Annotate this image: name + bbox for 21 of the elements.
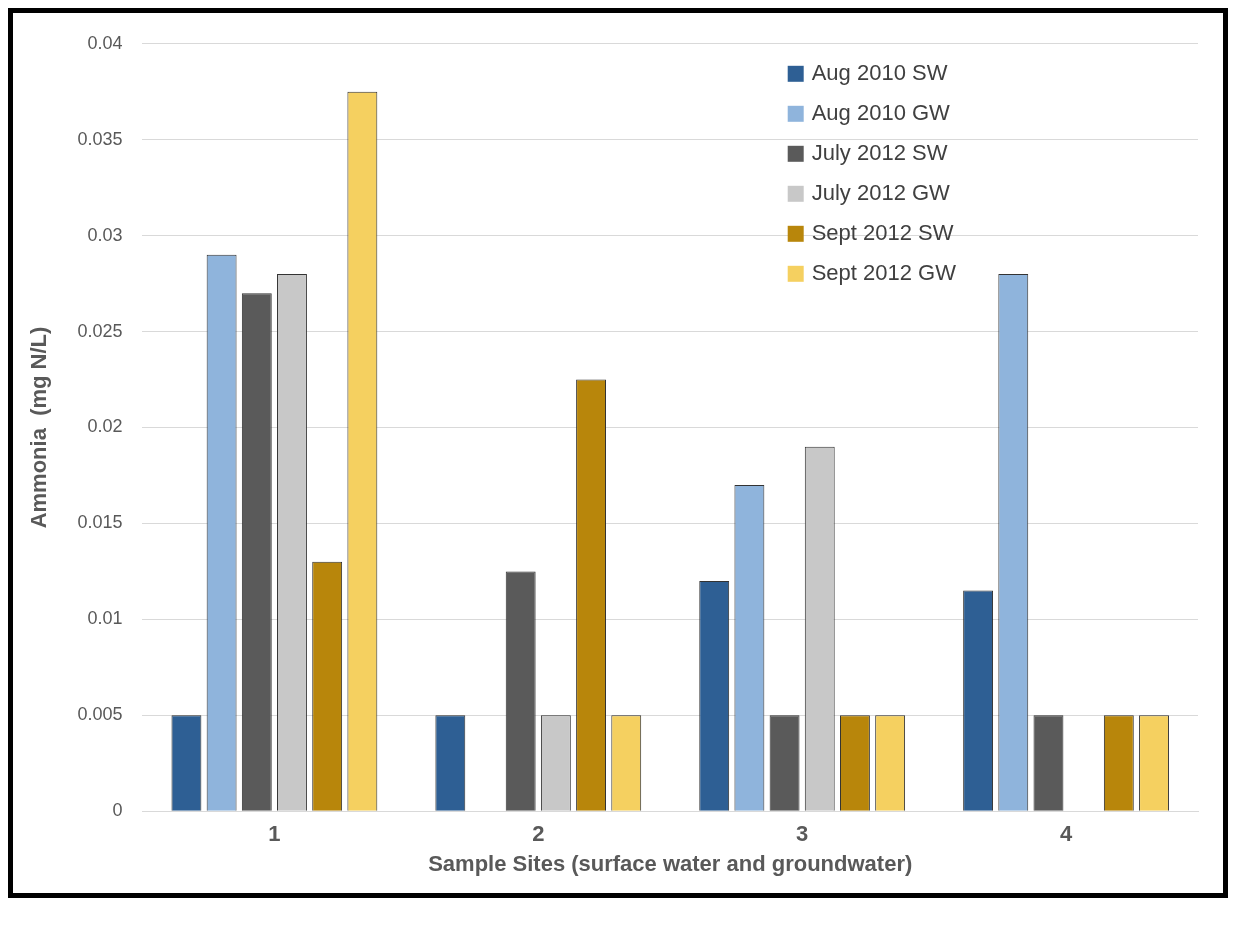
y-tick-label: 0.025 [77, 320, 123, 341]
y-tick-label: 0.02 [87, 416, 123, 437]
y-tick-label: 0 [112, 800, 123, 821]
legend-label: Sept 2012 SW [811, 219, 954, 245]
legend-label: July 2012 GW [811, 179, 951, 205]
y-tick-label: 0.03 [87, 224, 123, 245]
x-tick-label: 2 [532, 821, 545, 847]
y-tick-label: 0.035 [77, 128, 123, 149]
legend-label: July 2012 SW [811, 139, 948, 165]
legend-label: Aug 2010 GW [811, 99, 951, 125]
legend-label: Sept 2012 GW [811, 259, 957, 285]
x-tick-label: 1 [268, 821, 281, 847]
y-tick-label: 0.015 [77, 512, 123, 533]
legend-label: Aug 2010 SW [811, 59, 948, 85]
x-axis-title: Sample Sites (surface water and groundwater) [428, 850, 913, 876]
y-axis-title: Ammonia (mg N/L) [26, 326, 52, 529]
x-tick-label: 4 [1059, 821, 1073, 847]
y-tick-label: 0.01 [87, 608, 123, 629]
x-tick-label: 3 [796, 821, 809, 847]
y-tick-label: 0.005 [77, 704, 123, 725]
y-tick-label: 0.04 [87, 32, 123, 53]
